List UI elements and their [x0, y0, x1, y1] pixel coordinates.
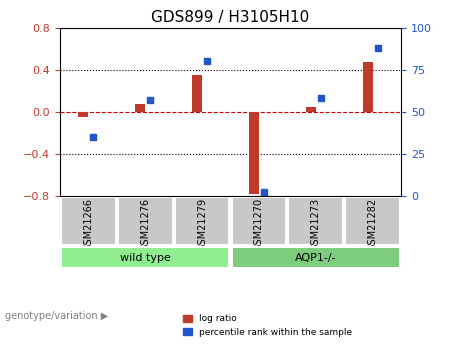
Text: GSM21276: GSM21276: [140, 198, 150, 251]
Legend: log ratio, percentile rank within the sample: log ratio, percentile rank within the sa…: [179, 311, 356, 341]
FancyBboxPatch shape: [231, 247, 400, 268]
FancyBboxPatch shape: [175, 197, 230, 245]
Text: GSM21282: GSM21282: [367, 198, 378, 251]
Title: GDS899 / H3105H10: GDS899 / H3105H10: [151, 10, 310, 25]
Text: wild type: wild type: [120, 253, 171, 263]
Text: GSM21279: GSM21279: [197, 198, 207, 251]
Text: genotype/variation ▶: genotype/variation ▶: [5, 311, 108, 321]
Text: GSM21270: GSM21270: [254, 198, 264, 251]
Text: GSM21273: GSM21273: [311, 198, 321, 251]
FancyBboxPatch shape: [61, 197, 116, 245]
Bar: [249, 111, 259, 194]
Bar: [363, 62, 372, 111]
FancyBboxPatch shape: [118, 197, 172, 245]
FancyBboxPatch shape: [61, 247, 230, 268]
Bar: [306, 107, 316, 111]
FancyBboxPatch shape: [231, 197, 286, 245]
Text: AQP1-/-: AQP1-/-: [295, 253, 337, 263]
Text: GSM21266: GSM21266: [83, 198, 94, 251]
Bar: [78, 111, 89, 117]
Bar: [135, 104, 145, 111]
Bar: [192, 75, 202, 111]
FancyBboxPatch shape: [345, 197, 400, 245]
FancyBboxPatch shape: [289, 197, 343, 245]
